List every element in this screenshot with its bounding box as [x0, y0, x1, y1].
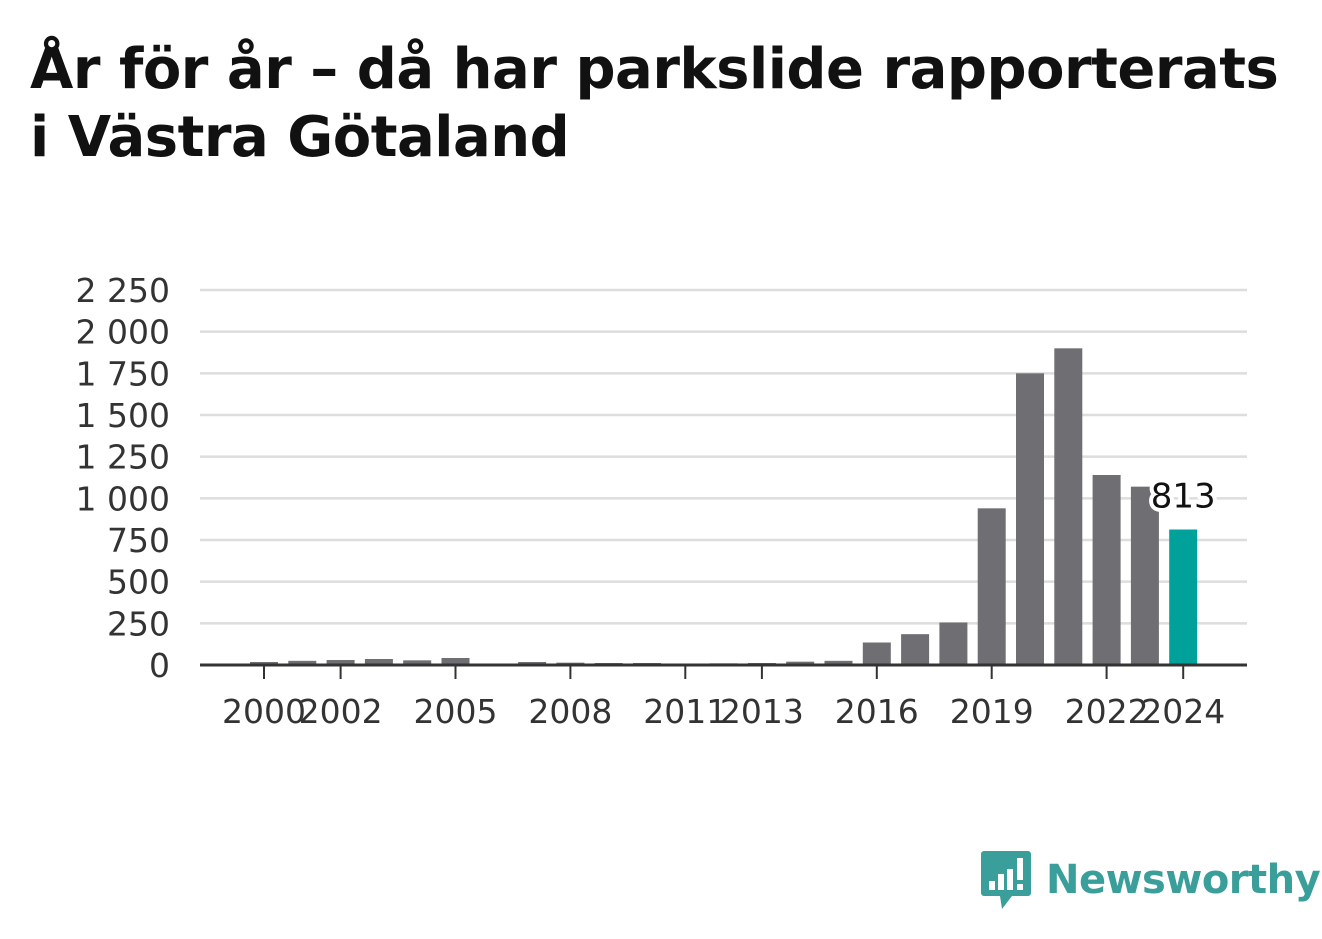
bar-2021 — [1054, 348, 1083, 665]
brand: Newsworthy — [980, 848, 1321, 912]
bar-2004 — [403, 660, 432, 665]
x-tick-label-2024: 2024 — [1141, 692, 1225, 731]
x-tick-label-2013: 2013 — [720, 692, 804, 731]
bar-2024 — [1169, 529, 1198, 665]
y-tick-label-250: 250 — [107, 604, 170, 643]
data-label-2024: 813 — [1151, 477, 1216, 517]
bars — [250, 348, 1198, 665]
x-tick-label-2016: 2016 — [835, 692, 919, 731]
bar-2019 — [977, 508, 1006, 665]
x-tick-label-2019: 2019 — [950, 692, 1034, 731]
bar-2002 — [326, 660, 355, 665]
bar-2016 — [862, 642, 891, 665]
y-tick-label-2000: 2 000 — [76, 313, 170, 352]
brand-name: Newsworthy — [1046, 857, 1321, 903]
x-tick-label-2008: 2008 — [528, 692, 612, 731]
bar-2022 — [1092, 475, 1121, 665]
bar-2005 — [441, 658, 470, 665]
x-tick-label-2005: 2005 — [414, 692, 498, 731]
grid-lines — [200, 288, 1247, 625]
x-tick-label-2022: 2022 — [1065, 692, 1149, 731]
x-tick-label-2011: 2011 — [643, 692, 727, 731]
x-tick-label-2002: 2002 — [299, 692, 383, 731]
bar-2001 — [288, 660, 317, 665]
newsworthy-logo-icon — [981, 851, 1031, 909]
y-tick-label-1250: 1 250 — [76, 438, 170, 477]
chart-title: År för år – då har parkslide rapporterat… — [30, 37, 1279, 170]
bar-2020 — [1016, 373, 1044, 665]
bar-2018 — [939, 622, 968, 665]
y-tick-label-500: 500 — [107, 563, 170, 602]
y-tick-label-1750: 1 750 — [76, 354, 170, 393]
x-tick-label-2000: 2000 — [222, 692, 306, 731]
y-tick-label-750: 750 — [107, 521, 170, 560]
bar-2003 — [364, 659, 393, 665]
bar-2017 — [901, 634, 930, 665]
y-tick-label-1500: 1 500 — [76, 396, 170, 435]
y-tick-label-2250: 2 250 — [76, 271, 170, 310]
bar-2015 — [824, 660, 853, 665]
data-labels: 813 — [1147, 473, 1220, 521]
y-tick-label-0: 0 — [149, 646, 170, 685]
y-tick-label-1000: 1 000 — [76, 479, 170, 518]
bar-2023 — [1130, 486, 1159, 665]
bar-2014 — [786, 661, 815, 665]
